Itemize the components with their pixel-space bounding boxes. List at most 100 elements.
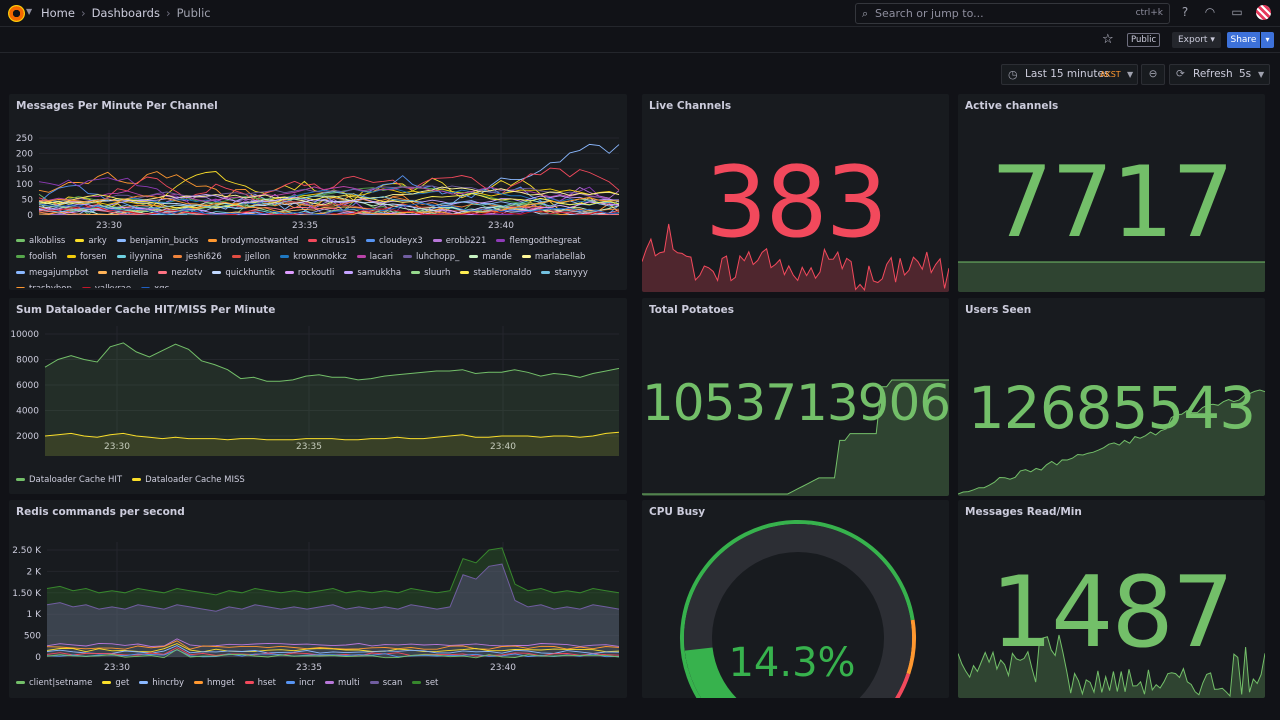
- legend-item[interactable]: marlabellab: [521, 250, 585, 263]
- legend-item[interactable]: valkyrae: [81, 282, 131, 289]
- legend-item[interactable]: xqc: [141, 282, 169, 288]
- y-tick-label: 0: [27, 211, 33, 221]
- legend-item[interactable]: Dataloader Cache MISS: [132, 473, 245, 486]
- legend-item[interactable]: quickhuntik: [212, 266, 275, 279]
- series-line: [38, 206, 619, 215]
- y-tick-label: 50: [22, 196, 34, 206]
- breadcrumb-dashboards[interactable]: Dashboards: [91, 6, 160, 20]
- legend-item[interactable]: rockoutli: [284, 266, 334, 279]
- stat-value: 1053713906: [642, 374, 949, 432]
- refresh-button[interactable]: ⟳ Refresh 5s ▼: [1169, 64, 1270, 85]
- users-seen-sparkline: [958, 389, 1265, 496]
- legend-item[interactable]: krownmokkz: [280, 250, 347, 263]
- legend-item[interactable]: arky: [75, 234, 107, 247]
- legend-item[interactable]: erobb221: [432, 234, 486, 247]
- legend-item[interactable]: mande: [469, 250, 512, 263]
- zoom-out-button[interactable]: ⊖: [1141, 64, 1165, 85]
- panel-messages-per-minute[interactable]: Messages Per Minute Per Channel 250 200 15…: [9, 94, 627, 290]
- series-area: [45, 432, 619, 456]
- legend-swatch: [365, 239, 375, 242]
- legend-item[interactable]: Dataloader Cache HIT: [16, 473, 122, 486]
- legend-label: mande: [482, 251, 512, 262]
- y-tick-label: 6000: [16, 381, 39, 391]
- legend-item[interactable]: brodymostwanted: [208, 234, 298, 247]
- legend-item[interactable]: get: [102, 676, 129, 689]
- x-tick-label: 23:40: [488, 221, 514, 231]
- legend-item[interactable]: ilyynina: [116, 250, 163, 263]
- time-range-picker[interactable]: ◷ Last 15 minutes AKST ▼: [1001, 64, 1138, 85]
- legend-item[interactable]: jeshi626: [172, 250, 222, 263]
- chevron-down-icon[interactable]: ▼: [26, 7, 33, 16]
- legend-label: brodymostwanted: [221, 235, 299, 246]
- y-tick-label: 250: [16, 134, 33, 144]
- refresh-interval[interactable]: 5s: [1239, 68, 1252, 80]
- legend-item[interactable]: luhchopp_: [402, 250, 459, 263]
- search-input[interactable]: ⌕ Search or jump to... ctrl+k: [855, 3, 1170, 24]
- legend-item[interactable]: foolish: [16, 250, 57, 263]
- kiosk-mode-icon[interactable]: ▭: [1231, 5, 1243, 19]
- help-icon[interactable]: ?: [1181, 5, 1189, 19]
- legend-item[interactable]: hincrby: [139, 676, 184, 689]
- legend-item[interactable]: samukkha: [344, 266, 401, 279]
- series-line: [38, 196, 620, 214]
- legend-item[interactable]: sluurh: [411, 266, 450, 279]
- legend-item[interactable]: hmget: [194, 676, 235, 689]
- legend-item[interactable]: set: [412, 676, 438, 689]
- legend-item[interactable]: forsen: [66, 250, 107, 263]
- legend-item[interactable]: multi: [324, 676, 360, 689]
- legend-item[interactable]: cloudeyx3: [365, 234, 423, 247]
- panel-title: Users Seen: [965, 304, 1032, 316]
- panel-total-potatoes[interactable]: Total Potatoes 1053713906: [642, 298, 949, 496]
- clock-icon: ◷: [1008, 68, 1018, 81]
- legend-item[interactable]: nezlotv: [158, 266, 202, 279]
- legend-label: valkyrae: [95, 284, 131, 289]
- legend-item[interactable]: stableronaldo: [460, 266, 531, 279]
- legend-item[interactable]: nerdiella: [98, 266, 148, 279]
- legend-swatch: [116, 255, 126, 258]
- legend-item[interactable]: scan: [369, 676, 402, 689]
- share-button[interactable]: Share: [1227, 32, 1260, 48]
- legend-swatch: [16, 239, 25, 242]
- legend-label: benjamin_bucks: [129, 235, 199, 246]
- legend-swatch: [231, 255, 241, 258]
- legend-item[interactable]: megajumpbot: [16, 266, 88, 279]
- panel-live-channels[interactable]: Live Channels 383: [642, 94, 949, 292]
- legend-swatch: [81, 287, 91, 288]
- news-feed-icon[interactable]: ◠: [1204, 5, 1216, 19]
- export-button[interactable]: Export ▾: [1172, 32, 1221, 48]
- refresh-label: Refresh: [1193, 68, 1233, 80]
- series-area: [45, 342, 619, 456]
- series-area: [958, 262, 1265, 292]
- panel-messages-read[interactable]: Messages Read/Min 1487: [958, 500, 1265, 698]
- grafana-logo-icon[interactable]: [8, 5, 25, 22]
- panel-title: CPU Busy: [649, 506, 706, 518]
- y-tick-label: 4000: [16, 407, 39, 417]
- legend-label: get: [115, 677, 130, 688]
- breadcrumb-home[interactable]: Home: [41, 6, 75, 20]
- panel-cpu-busy[interactable]: CPU Busy 14.3%: [642, 500, 949, 698]
- panel-users-seen[interactable]: Users Seen 12685543: [958, 298, 1265, 496]
- legend-item[interactable]: stanyyy: [541, 266, 588, 279]
- avatar[interactable]: [1256, 5, 1271, 20]
- legend-item[interactable]: hset: [244, 676, 276, 689]
- legend-item[interactable]: lacari: [356, 250, 393, 263]
- legend-item[interactable]: jjellon: [231, 250, 270, 263]
- panel-active-channels[interactable]: Active channels 7717: [958, 94, 1265, 292]
- legend-item[interactable]: flemgodthegreat: [496, 234, 581, 247]
- panel-dataloader-cache[interactable]: Sum Dataloader Cache HIT/MISS Per Minute…: [9, 298, 627, 494]
- legend-item[interactable]: citrus15: [308, 234, 356, 247]
- y-tick-label: 2000: [16, 432, 39, 442]
- legend-item[interactable]: alkobliss: [16, 234, 65, 247]
- redis-timeseries-chart: 2.50 K 2 K 1.50 K 1 K 500 0 23:30 23:35 23:40: [12, 542, 620, 673]
- panel-redis-commands[interactable]: Redis commands per second 2.50 K 2 K 1.50 …: [9, 500, 627, 698]
- star-icon[interactable]: ☆: [1102, 32, 1114, 47]
- legend-item[interactable]: client|setname: [16, 676, 92, 689]
- legend-item[interactable]: benjamin_bucks: [116, 234, 199, 247]
- share-dropdown-icon[interactable]: ▾: [1261, 32, 1274, 48]
- legend-item[interactable]: incr: [286, 676, 315, 689]
- legend-swatch: [412, 681, 422, 684]
- legend-label: sluurh: [424, 267, 451, 278]
- legend-item[interactable]: trashybop: [16, 282, 72, 288]
- panel-title: Messages Read/Min: [965, 506, 1082, 518]
- legend-swatch: [139, 681, 149, 684]
